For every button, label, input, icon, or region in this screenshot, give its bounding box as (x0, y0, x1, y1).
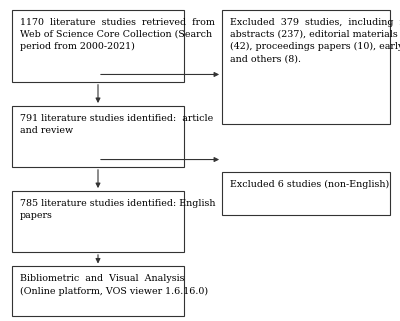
Text: (Online platform, VOS viewer 1.6.16.0): (Online platform, VOS viewer 1.6.16.0) (20, 287, 208, 296)
Text: (42), proceedings papers (10), early access (9),: (42), proceedings papers (10), early acc… (230, 42, 400, 51)
Text: Bibliometric  and  Visual  Analysis: Bibliometric and Visual Analysis (20, 274, 184, 283)
Text: 791 literature studies identified:  article: 791 literature studies identified: artic… (20, 114, 213, 123)
Text: papers: papers (20, 211, 53, 220)
Text: and review: and review (20, 126, 73, 135)
Text: Excluded  379  studies,  including  meeting: Excluded 379 studies, including meeting (230, 18, 400, 27)
Bar (222, 10, 390, 124)
Bar (12, 10, 184, 82)
Text: Excluded 6 studies (non-English): Excluded 6 studies (non-English) (230, 180, 389, 189)
Text: 1170  literature  studies  retrieved  from: 1170 literature studies retrieved from (20, 18, 215, 27)
Text: and others (8).: and others (8). (230, 54, 301, 63)
Text: abstracts (237), editorial materials (73), letters: abstracts (237), editorial materials (73… (230, 30, 400, 39)
Bar (222, 172, 390, 215)
Bar (12, 106, 184, 167)
Bar (12, 266, 184, 316)
Text: period from 2000-2021): period from 2000-2021) (20, 42, 135, 51)
Text: Web of Science Core Collection (Search: Web of Science Core Collection (Search (20, 30, 212, 39)
Bar (12, 191, 184, 252)
Text: 785 literature studies identified: English: 785 literature studies identified: Engli… (20, 199, 216, 208)
